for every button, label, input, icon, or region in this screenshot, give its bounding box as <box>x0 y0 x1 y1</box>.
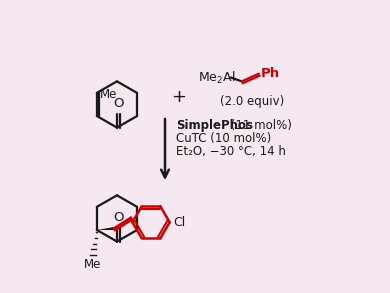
Text: (11 mol%): (11 mol%) <box>227 119 292 132</box>
Text: SimplePhos: SimplePhos <box>176 119 253 132</box>
Text: Me$_2$Al: Me$_2$Al <box>199 69 236 86</box>
Text: (2.0 equiv): (2.0 equiv) <box>220 95 284 108</box>
Polygon shape <box>97 226 114 230</box>
Text: Cl: Cl <box>173 216 185 229</box>
Text: Ph: Ph <box>261 67 280 80</box>
Text: Me: Me <box>100 88 117 101</box>
Text: +: + <box>172 88 186 106</box>
Text: CuTC (10 mol%): CuTC (10 mol%) <box>176 132 271 145</box>
Text: O: O <box>113 211 123 224</box>
Text: Me: Me <box>84 258 102 271</box>
Text: Et₂O, −30 °C, 14 h: Et₂O, −30 °C, 14 h <box>176 145 286 158</box>
Text: O: O <box>113 97 123 110</box>
